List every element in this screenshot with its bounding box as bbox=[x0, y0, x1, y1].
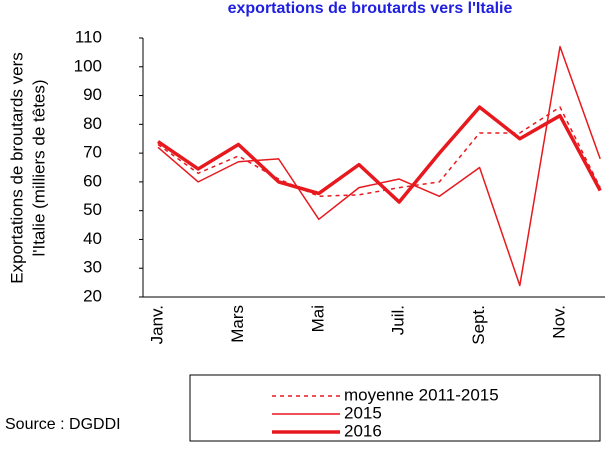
legend-box bbox=[189, 374, 601, 442]
series-line bbox=[157, 45, 601, 287]
x-tick-label: Juil. bbox=[389, 305, 408, 335]
y-tick-label: 60 bbox=[83, 171, 102, 190]
y-tick-label: 80 bbox=[83, 114, 102, 133]
y-tick-label: 110 bbox=[75, 27, 102, 46]
y-tick-label: 70 bbox=[83, 143, 102, 162]
x-tick-label: Janv. bbox=[147, 305, 166, 344]
x-tick-label: Mai bbox=[308, 305, 327, 332]
legend-label: moyenne 2011-2015 bbox=[344, 385, 499, 404]
y-axis-label: Exportations de broutards vers bbox=[7, 52, 26, 284]
legend-label: 2016 bbox=[344, 421, 382, 440]
y-tick-label: 100 bbox=[74, 56, 102, 75]
y-tick-label: 50 bbox=[83, 200, 102, 219]
chart-title: exportations de broutards vers l'Italie bbox=[228, 0, 513, 17]
legend-label: 2015 bbox=[344, 403, 382, 422]
series-line bbox=[157, 105, 602, 204]
x-tick-label: Mars bbox=[228, 305, 247, 343]
y-tick-label: 20 bbox=[83, 286, 102, 305]
series-line bbox=[157, 106, 601, 198]
x-tick-label: Nov. bbox=[549, 305, 568, 339]
source: Source : DGDDI bbox=[5, 416, 121, 433]
y-axis-label: l'Italie (milliers de têtes) bbox=[29, 79, 48, 256]
y-tick-label: 30 bbox=[83, 258, 102, 277]
y-tick-label: 90 bbox=[83, 85, 102, 104]
x-tick-label: Sept. bbox=[469, 305, 488, 345]
y-tick-label: 40 bbox=[83, 229, 102, 248]
